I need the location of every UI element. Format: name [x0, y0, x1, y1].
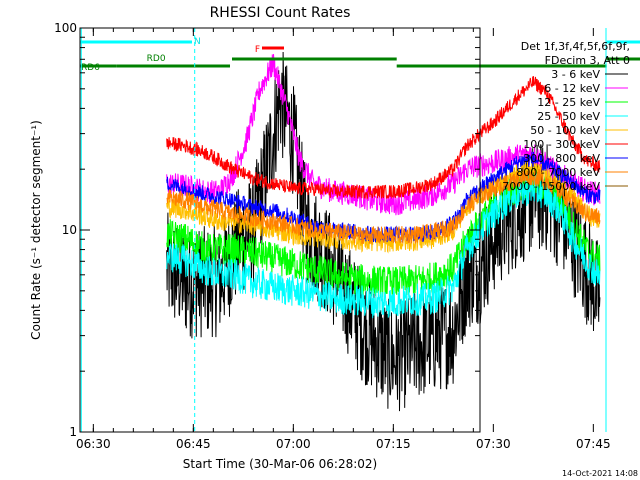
legend-label-12-25-kev: 12 - 25 keV	[537, 96, 600, 109]
legend-header-line: FDecim 3, Att 0	[545, 54, 630, 67]
status-label-f: F	[255, 45, 260, 55]
legend-label-300-800-kev: 300 - 800 keV	[523, 152, 600, 165]
x-tick-label: 06:30	[76, 437, 111, 451]
plot-area	[166, 51, 601, 412]
y-axis: 1 10 100	[54, 21, 480, 439]
x-tick-label: 07:00	[276, 437, 311, 451]
status-label-rd0: RD0	[147, 54, 166, 64]
legend-label-800-7000-kev: 800 - 7000 keV	[516, 166, 600, 179]
legend-label-6-12-kev: 6 - 12 keV	[544, 82, 600, 95]
x-tick-label: 07:30	[476, 437, 511, 451]
legend-label-50-100-kev: 50 - 100 keV	[530, 124, 600, 137]
x-tick-label: 06:45	[176, 437, 211, 451]
x-axis-label: Start Time (30-Mar-06 06:28:02)	[183, 457, 377, 471]
y-axis-label: Count Rate (s⁻¹ detector segment⁻¹)	[29, 120, 43, 340]
x-tick-label: 07:15	[376, 437, 411, 451]
y-tick-label: 100	[54, 21, 77, 35]
legend-label-25-50-kev: 25 - 50 keV	[537, 110, 600, 123]
legend: Det 1f,3f,4f,5f,6f,9f,FDecim 3, Att 03 -…	[502, 40, 630, 193]
y-tick-label: 1	[69, 425, 77, 439]
legend-label-100-300-kev: 100 - 300 keV	[523, 138, 600, 151]
legend-label-3-6-kev: 3 - 6 keV	[551, 68, 600, 81]
timestamp-footer: 14-Oct-2021 14:08	[562, 469, 638, 478]
legend-header-line: Det 1f,3f,4f,5f,6f,9f,	[521, 40, 630, 53]
chart-title: RHESSI Count Rates	[210, 5, 351, 21]
series-line-25-50-kev	[166, 173, 601, 319]
series-line-100-300-kev	[166, 76, 601, 200]
legend-label-7000-15000-kev: 7000 - 15000 keV	[502, 180, 600, 193]
x-tick-label: 07:45	[576, 437, 611, 451]
status-bars: N F RD0 RD6	[80, 37, 640, 73]
status-label-rd6: RD6	[81, 63, 100, 73]
series-line-800-7000-kev	[166, 169, 601, 245]
status-label-n: N	[194, 37, 201, 47]
y-tick-label: 10	[62, 223, 77, 237]
